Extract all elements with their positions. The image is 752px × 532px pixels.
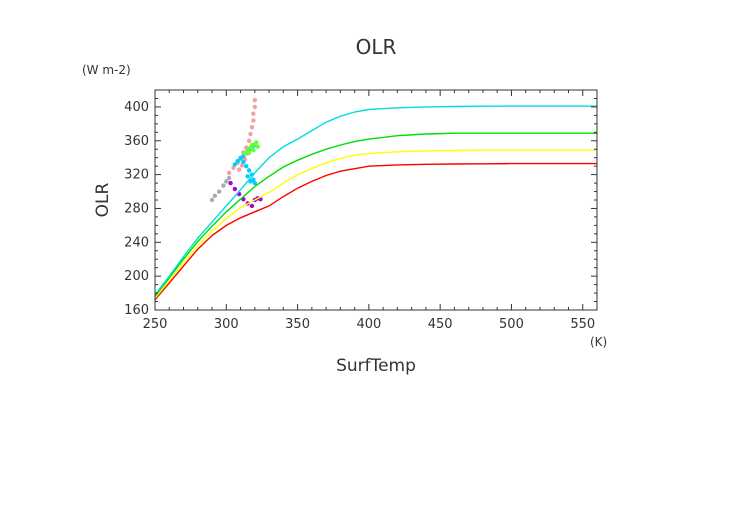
y-tick-label-6: 400	[124, 100, 149, 115]
x-tick-label-4: 450	[428, 317, 453, 332]
y-tick-label-0: 160	[124, 303, 149, 318]
chart-title: OLR	[356, 35, 397, 59]
y-tick-label-5: 360	[124, 134, 149, 149]
y-tick-label-3: 280	[124, 201, 149, 216]
scatter-point-1-10	[246, 168, 252, 173]
scatter-point-4-5	[249, 203, 255, 209]
series-line-0	[154, 162, 597, 301]
series-line-3	[154, 105, 597, 296]
x-tick-label-1: 300	[214, 317, 239, 332]
scatter-point-3-4	[224, 179, 229, 184]
series-line-1	[154, 149, 597, 299]
scatter-point-4-1	[232, 186, 238, 192]
scatter-point-1-0	[232, 162, 238, 167]
scatter-clusters	[209, 97, 263, 209]
scatter-point-3-5	[226, 175, 232, 181]
scatter-point-0-5	[244, 145, 249, 150]
scatter-point-0-6	[246, 138, 252, 143]
scatter-point-1-8	[241, 159, 246, 165]
scatter-point-0-1	[231, 165, 236, 171]
scatter-point-0-15	[239, 163, 245, 168]
scatter-point-3-0	[209, 197, 215, 203]
scatter-point-2-0	[242, 151, 248, 156]
scatter-point-3-2	[216, 189, 222, 194]
scatter-point-4-0	[228, 180, 233, 186]
scatter-point-1-13	[252, 180, 258, 186]
x-tick-label-3: 400	[356, 317, 381, 332]
scatter-point-1-1	[235, 158, 240, 164]
y-tick-label-4: 320	[124, 168, 149, 183]
x-tick-label-0: 250	[143, 317, 168, 332]
y-axis-label: OLR	[93, 182, 113, 217]
x-tick-label-5: 500	[499, 317, 524, 332]
x-tick-label-6: 550	[570, 317, 595, 332]
y-tick-label-1: 200	[124, 269, 149, 284]
scatter-point-2-6	[255, 144, 260, 149]
scatter-point-0-10	[251, 111, 256, 116]
series-lines	[154, 105, 597, 301]
scatter-point-2-5	[254, 140, 259, 145]
scatter-point-3-1	[212, 193, 218, 198]
scatter-point-0-11	[252, 104, 258, 110]
plot-frame	[154, 89, 598, 311]
y-unit-label: (W m-2)	[82, 63, 131, 77]
axes: 250 300 350 400 450 500 550 160 200 240 280 320 360 4…	[124, 89, 598, 332]
series-line-2	[154, 132, 597, 297]
scatter-point-2-7	[251, 147, 256, 153]
scatter-point-2-8	[246, 150, 252, 155]
scatter-point-0-9	[251, 118, 256, 123]
scatter-point-0-0	[226, 170, 232, 176]
scatter-point-0-7	[248, 131, 253, 137]
scatter-point-0-12	[252, 97, 258, 103]
x-axis-label: SurfTemp	[336, 356, 416, 376]
scatter-point-1-15	[245, 174, 250, 179]
scatter-point-3-3	[221, 183, 226, 188]
scatter-point-0-16	[236, 167, 242, 172]
y-tick-label-2: 240	[124, 235, 149, 250]
scatter-point-1-2	[238, 156, 243, 161]
x-unit-label: (K)	[590, 335, 607, 349]
scatter-point-0-8	[249, 125, 255, 130]
x-tick-label-2: 350	[285, 317, 310, 332]
scatter-point-1-9	[244, 163, 249, 169]
